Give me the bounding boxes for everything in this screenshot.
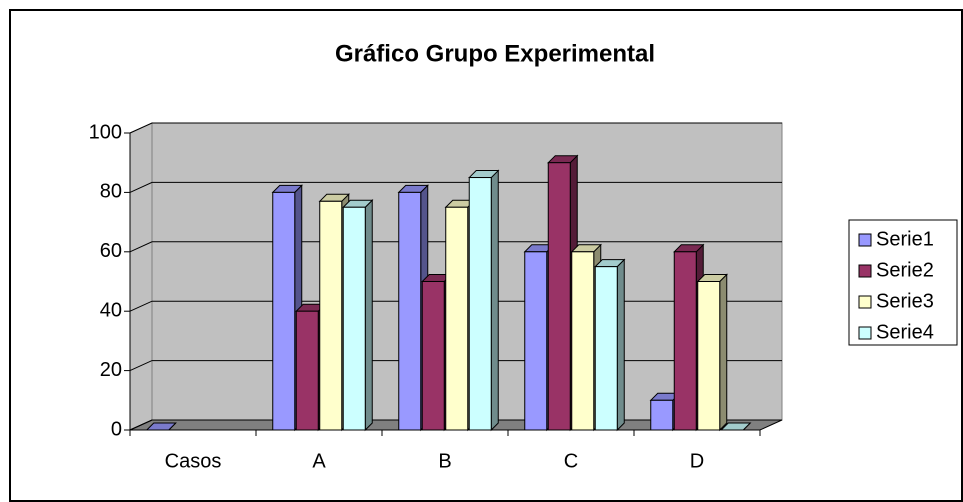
y-tick-label: 100 <box>89 121 122 143</box>
legend-label: Serie2 <box>876 259 934 281</box>
bar-side <box>719 273 728 432</box>
legend-swatch <box>858 264 872 278</box>
bar-side <box>364 199 373 432</box>
legend-swatch <box>858 233 872 247</box>
y-tick-label: 60 <box>100 240 122 262</box>
side-wall <box>129 122 153 431</box>
bar <box>696 273 728 432</box>
legend-swatch <box>858 295 872 309</box>
bar <box>468 169 500 432</box>
bar-front <box>272 191 296 431</box>
bar-top <box>145 422 177 431</box>
x-tick-label: Casos <box>165 450 222 472</box>
bar-side <box>490 169 499 432</box>
legend-label: Serie3 <box>876 290 934 312</box>
bar-front <box>547 162 571 431</box>
bar-front <box>673 251 697 431</box>
legend-label: Serie1 <box>876 228 934 250</box>
legend-label: Serie4 <box>876 321 934 343</box>
bar-front <box>295 310 319 431</box>
bar <box>342 199 374 432</box>
bar-front <box>319 200 343 431</box>
bar-front <box>342 206 366 431</box>
y-tick-label: 80 <box>100 181 122 203</box>
legend-swatch <box>858 326 872 340</box>
bar-front <box>421 281 445 431</box>
bar-front <box>468 177 492 431</box>
grid-line <box>129 122 782 134</box>
bar-front <box>445 206 469 431</box>
x-tick-label: A <box>312 450 326 472</box>
bar-top <box>720 422 752 431</box>
y-tick-label: 40 <box>100 299 122 321</box>
y-tick-label: 0 <box>111 418 122 440</box>
bar <box>720 422 752 431</box>
bar-front <box>594 266 618 431</box>
bar <box>594 258 626 432</box>
bar-front <box>697 281 721 431</box>
x-tick-label: C <box>564 450 578 472</box>
y-tick-label: 20 <box>100 359 122 381</box>
bar-front <box>524 251 548 431</box>
chart-title: Gráfico Grupo Experimental <box>335 40 655 67</box>
bar-front <box>398 191 422 431</box>
bar <box>145 422 177 431</box>
bar-side <box>616 258 625 432</box>
x-tick-label: B <box>438 450 451 472</box>
x-tick-label: D <box>690 450 704 472</box>
bar-front <box>650 399 674 431</box>
bar-front <box>571 251 595 431</box>
